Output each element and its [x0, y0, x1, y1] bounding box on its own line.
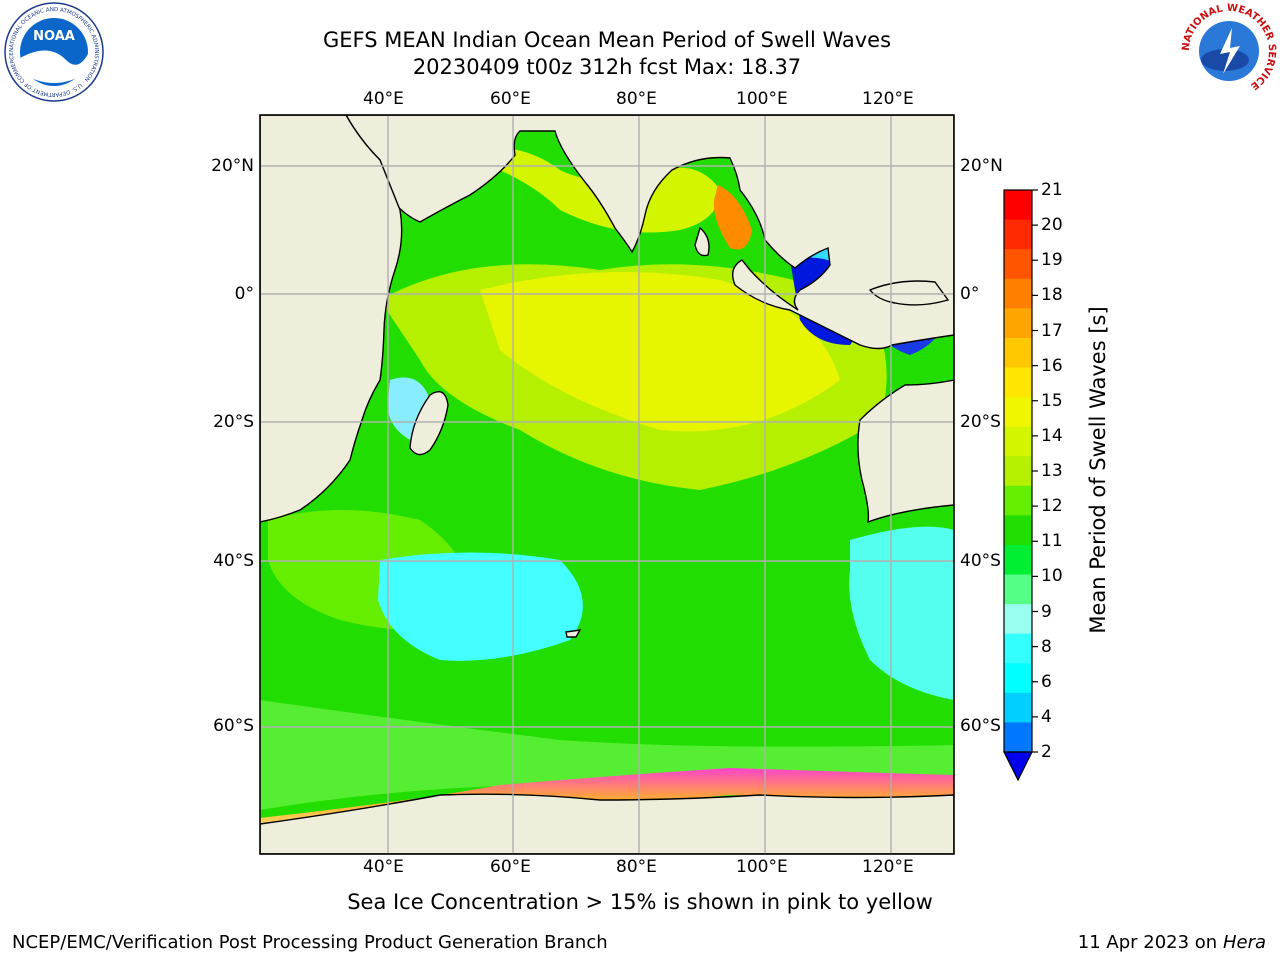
lat-tick-left: 0° [234, 284, 254, 304]
colorbar-extend-triangle [1003, 751, 1033, 782]
colorbar-tick-label: 9 [1041, 601, 1052, 622]
colorbar-segment [1004, 485, 1032, 516]
colorbar-segment [1004, 692, 1032, 723]
colorbar-segment [1004, 337, 1032, 368]
swell-field-7s-central [378, 552, 583, 661]
swell-field-14s [480, 272, 840, 432]
lat-tick-right: 20°S [960, 412, 1001, 432]
colorbar-segment [1004, 574, 1032, 605]
colorbar-tick-label: 2 [1041, 742, 1052, 762]
colorbar-tick-marks [1032, 189, 1038, 753]
lon-tick-bottom: 60°E [490, 857, 531, 877]
colorbar-tick-label: 18 [1041, 285, 1063, 306]
footer-machine: Hera [1222, 932, 1266, 953]
lat-tick-left: 60°S [213, 716, 254, 736]
map-gridlines [260, 115, 954, 854]
colorbar-tick-label: 16 [1041, 355, 1063, 376]
colorbar-segment [1004, 278, 1032, 309]
lon-tick-bottom: 100°E [736, 857, 788, 877]
sri-lanka [694, 226, 710, 257]
colorbar-segment [1004, 633, 1032, 664]
noaa-logo-text: NOAA [33, 29, 75, 44]
colorbar-tick-label: 21 [1041, 180, 1063, 200]
colorbar-tick-label: 17 [1041, 320, 1063, 341]
lon-tick-top: 120°E [862, 89, 914, 109]
colorbar-tick-label: 10 [1041, 566, 1063, 587]
nws-logo: NATIONAL WEATHER SERVICE [1181, 3, 1277, 98]
lon-tick-top: 40°E [363, 89, 404, 109]
chart-title: GEFS MEAN Indian Ocean Mean Period of Sw… [322, 28, 892, 52]
colorbar-tick-label: 4 [1041, 706, 1052, 727]
land-masses [260, 115, 954, 854]
lat-tick-right: 40°S [960, 551, 1001, 571]
map-frame [259, 114, 955, 855]
colorbar-segment [1004, 515, 1032, 546]
colorbar-tick-label: 8 [1041, 636, 1052, 657]
noaa-logo: NATIONAL OCEANIC AND ATMOSPHERIC ADMINIS… [4, 2, 104, 102]
colorbar-tick-label: 20 [1041, 215, 1063, 236]
colorbar-segment [1004, 604, 1032, 635]
colorbar-segment [1004, 663, 1032, 694]
colorbar-segment [1004, 456, 1032, 487]
colorbar-tick-label: 6 [1041, 671, 1052, 692]
antarctica-landmass [260, 793, 954, 854]
colorbar-tick-label: 11 [1041, 531, 1063, 552]
colorbar-segment [1004, 190, 1032, 221]
lon-tick-top: 60°E [490, 89, 531, 109]
colorbar [1003, 189, 1038, 782]
colorbar-segment [1004, 722, 1032, 753]
swell-field-17s-bay-of-bengal [713, 185, 752, 250]
madagascar [409, 391, 449, 456]
footer-credit: NCEP/EMC/Verification Post Processing Pr… [12, 932, 608, 953]
lon-tick-bottom: 120°E [862, 857, 914, 877]
lon-tick-bottom: 40°E [363, 857, 404, 877]
borneo-island [868, 280, 950, 306]
colorbar-segments [1004, 190, 1032, 753]
chart-subtitle: 20230409 t00z 312h fcst Max: 18.37 [412, 55, 802, 79]
kerguelen-island [565, 629, 582, 638]
lat-tick-left: 40°S [213, 551, 254, 571]
africa-landmass [260, 115, 403, 523]
lon-tick-top: 80°E [616, 89, 657, 109]
lat-tick-left: 20°N [211, 156, 254, 176]
lon-tick-bottom: 80°E [616, 857, 657, 877]
lat-tick-right: 20°N [960, 156, 1003, 176]
colorbar-segment [1004, 426, 1032, 457]
colorbar-tick-label: 15 [1041, 390, 1063, 411]
colorbar-segment [1004, 308, 1032, 339]
swell-field-8s-southeast [849, 526, 954, 700]
sea-ice-note: Sea Ice Concentration > 15% is shown in … [347, 890, 933, 914]
colorbar-tick-label: 13 [1041, 461, 1063, 481]
colorbar-tick-label: 19 [1041, 250, 1063, 271]
lat-tick-right: 0° [960, 284, 980, 304]
colorbar-segment [1004, 397, 1032, 428]
colorbar-tick-label: 14 [1041, 425, 1063, 446]
swell-field-13s-north [440, 147, 720, 233]
colorbar-segment [1004, 367, 1032, 398]
lat-tick-left: 20°S [213, 412, 254, 432]
colorbar-segment [1004, 544, 1032, 576]
asia-australia-landmass [260, 115, 954, 524]
lat-tick-right: 60°S [960, 716, 1001, 736]
footer-date-text: 11 Apr 2023 on [1077, 932, 1223, 953]
colorbar-label: Mean Period of Swell Waves [s] [1086, 306, 1110, 634]
lon-tick-top: 100°E [736, 89, 788, 109]
colorbar-tick-label: 12 [1041, 496, 1063, 517]
colorbar-segment [1004, 249, 1032, 280]
footer-date: 11 Apr 2023 on Hera [1078, 932, 1266, 953]
colorbar-segment [1004, 219, 1032, 250]
